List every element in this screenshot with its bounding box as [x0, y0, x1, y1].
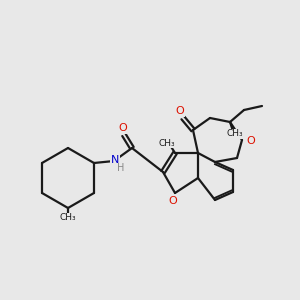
Text: O: O — [118, 123, 127, 133]
Text: CH₃: CH₃ — [227, 130, 243, 139]
Text: O: O — [176, 106, 184, 116]
Text: CH₃: CH₃ — [60, 214, 76, 223]
Text: CH₃: CH₃ — [159, 139, 175, 148]
Text: N: N — [111, 155, 119, 165]
Text: O: O — [247, 136, 255, 146]
Text: H: H — [117, 163, 125, 173]
Text: O: O — [169, 196, 177, 206]
